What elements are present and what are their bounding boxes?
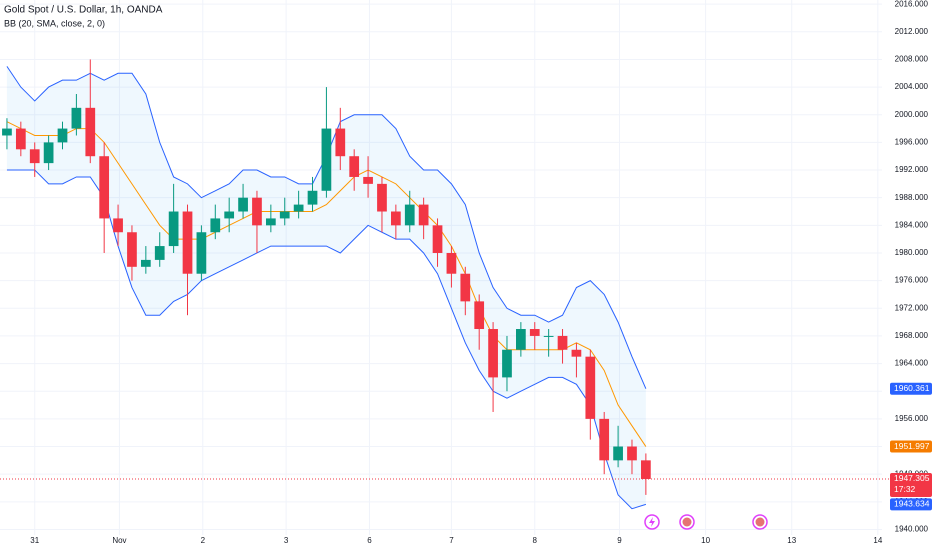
y-tick-label: 1996.000 <box>895 137 929 146</box>
candle-body <box>571 349 582 357</box>
price-tag <box>890 472 932 497</box>
y-tick-label: 1976.000 <box>895 276 929 285</box>
candle-body <box>446 252 457 274</box>
candle-body <box>29 149 40 164</box>
y-tick-label: 1988.000 <box>895 193 929 202</box>
candle-body <box>279 211 290 219</box>
price-tag <box>890 498 932 511</box>
candle-body <box>113 218 123 233</box>
x-tick-label: 3 <box>284 536 289 545</box>
x-tick-label: 8 <box>533 536 538 545</box>
price-tag-label: 1947.305 <box>894 473 930 483</box>
candle-body <box>641 460 651 479</box>
countdown: 17:32 <box>894 484 916 494</box>
y-tick-label: 2016.000 <box>895 0 929 8</box>
candle-body <box>599 418 610 461</box>
candle-body <box>460 273 471 302</box>
y-tick-label: 1940.000 <box>895 525 929 534</box>
candle-body <box>418 204 429 226</box>
candle-body <box>57 128 68 143</box>
y-tick-label: 1972.000 <box>895 303 929 312</box>
x-tick-label: 10 <box>701 536 710 545</box>
candle-body <box>238 197 248 212</box>
price-tag <box>890 382 932 395</box>
price-tag-label: 1943.634 <box>894 499 930 509</box>
candle-body <box>502 349 512 378</box>
candle-body <box>516 329 526 350</box>
candle-body <box>557 335 568 350</box>
price-tag-label: 1951.997 <box>894 441 930 451</box>
candle-body <box>293 204 304 212</box>
event-icon-bolt <box>649 517 655 527</box>
candle-body <box>529 329 540 336</box>
price-tag-label: 1960.361 <box>894 383 930 393</box>
y-tick-label: 2008.000 <box>895 55 929 64</box>
candle-body <box>127 232 137 267</box>
x-tick-label: 13 <box>787 536 796 545</box>
bb-line <box>6 121 647 447</box>
y-tick-label: 1956.000 <box>895 414 929 423</box>
candle-body <box>210 218 221 233</box>
candle-body <box>140 259 151 267</box>
candle-body <box>85 107 96 157</box>
candle-body <box>43 142 54 164</box>
y-tick-label: 2004.000 <box>895 82 929 91</box>
candle-body <box>390 211 401 226</box>
x-tick-label: 31 <box>30 536 39 545</box>
candle-body <box>543 335 554 337</box>
candle-body <box>377 183 387 212</box>
y-tick-label: 1992.000 <box>895 165 929 174</box>
event-icons[interactable] <box>644 514 768 530</box>
candle-body <box>2 128 12 136</box>
x-tick-label: 14 <box>873 536 882 545</box>
y-tick-label: 1968.000 <box>895 331 929 340</box>
chart-title: Gold Spot / U.S. Dollar, 1h, OANDA <box>4 5 163 16</box>
x-tick-label: 7 <box>449 536 454 545</box>
x-tick-label: Nov <box>112 536 126 545</box>
candle-body <box>585 356 596 419</box>
candle-body <box>307 190 318 205</box>
candle-body <box>432 225 443 253</box>
candle-body <box>71 107 82 129</box>
chart-subtitle: BB (20, SMA, close, 2, 0) <box>4 18 105 28</box>
event-flag <box>682 517 692 527</box>
y-tick-label: 2000.000 <box>895 110 929 119</box>
candle-body <box>613 446 623 461</box>
y-tick-label: 1984.000 <box>895 220 929 229</box>
candle-body <box>196 232 207 274</box>
candle-body <box>182 211 193 274</box>
price-tag <box>890 440 932 453</box>
candle-body <box>404 204 415 226</box>
candle-body <box>224 211 235 219</box>
x-tick-label: 2 <box>201 536 206 545</box>
candle-body <box>99 156 110 219</box>
candle-body <box>321 128 332 191</box>
y-tick-label: 2012.000 <box>895 27 929 36</box>
candle-body <box>154 246 165 260</box>
candle-body <box>349 156 360 177</box>
x-tick-label: 6 <box>367 536 372 545</box>
y-tick-label: 1980.000 <box>895 248 929 257</box>
candle-body <box>474 301 485 330</box>
candle-body <box>252 197 262 226</box>
candle-body <box>363 176 373 184</box>
candle-body <box>168 211 179 247</box>
y-tick-label: 1964.000 <box>895 359 929 368</box>
x-tick-label: 9 <box>617 536 622 545</box>
candle-body <box>265 218 276 226</box>
candle-body <box>627 446 637 461</box>
candle-body <box>335 128 346 157</box>
event-flag <box>755 517 765 527</box>
candle-body <box>15 128 26 150</box>
band-fill <box>6 66 646 509</box>
candle-body <box>488 329 498 378</box>
